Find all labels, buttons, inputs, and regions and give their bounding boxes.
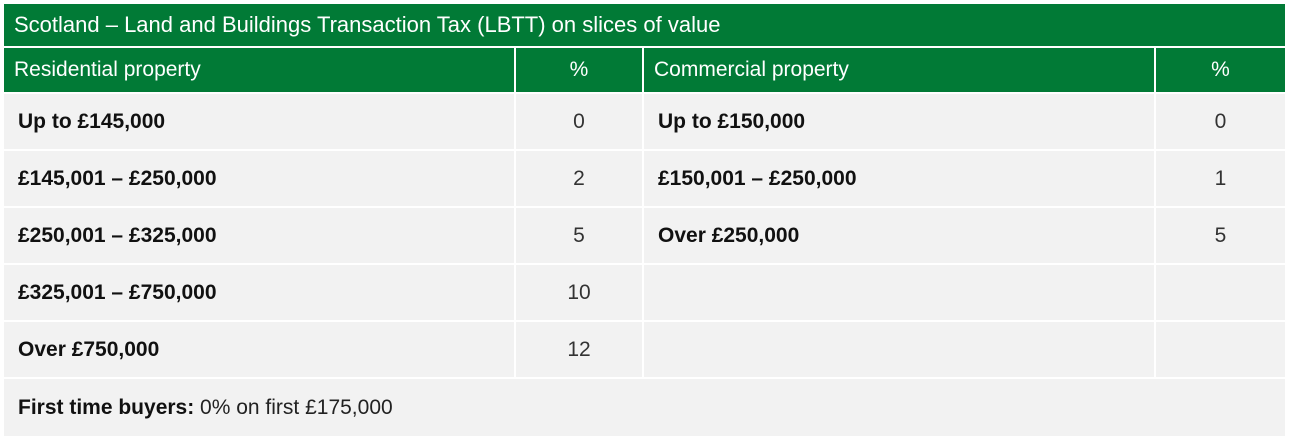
commercial-band: £150,001 – £250,000: [644, 151, 1156, 206]
residential-rate: 10: [516, 265, 644, 320]
residential-rate: 5: [516, 208, 644, 263]
commercial-band-empty: [644, 265, 1156, 320]
footer-text: 0% on first £175,000: [194, 396, 393, 419]
residential-rate: 0: [516, 94, 644, 149]
first-time-buyers-note: First time buyers: 0% on first £175,000: [4, 379, 1285, 436]
residential-header: Residential property: [4, 48, 516, 92]
lbtt-table: Scotland – Land and Buildings Transactio…: [4, 4, 1285, 436]
commercial-rate: 1: [1156, 151, 1285, 206]
commercial-band-empty: [644, 322, 1156, 377]
commercial-rate: 5: [1156, 208, 1285, 263]
table-grid: Residential property % Commercial proper…: [4, 46, 1285, 377]
commercial-pct-header: %: [1156, 48, 1285, 92]
residential-band: Over £750,000: [4, 322, 516, 377]
commercial-header: Commercial property: [644, 48, 1156, 92]
residential-band: £145,001 – £250,000: [4, 151, 516, 206]
residential-rate: 12: [516, 322, 644, 377]
table-title: Scotland – Land and Buildings Transactio…: [4, 4, 1285, 46]
residential-rate: 2: [516, 151, 644, 206]
residential-pct-header: %: [516, 48, 644, 92]
residential-band: £325,001 – £750,000: [4, 265, 516, 320]
commercial-rate-empty: [1156, 322, 1285, 377]
commercial-band: Up to £150,000: [644, 94, 1156, 149]
residential-band: Up to £145,000: [4, 94, 516, 149]
residential-band: £250,001 – £325,000: [4, 208, 516, 263]
commercial-rate-empty: [1156, 265, 1285, 320]
footer-label: First time buyers:: [18, 396, 195, 419]
commercial-rate: 0: [1156, 94, 1285, 149]
commercial-band: Over £250,000: [644, 208, 1156, 263]
